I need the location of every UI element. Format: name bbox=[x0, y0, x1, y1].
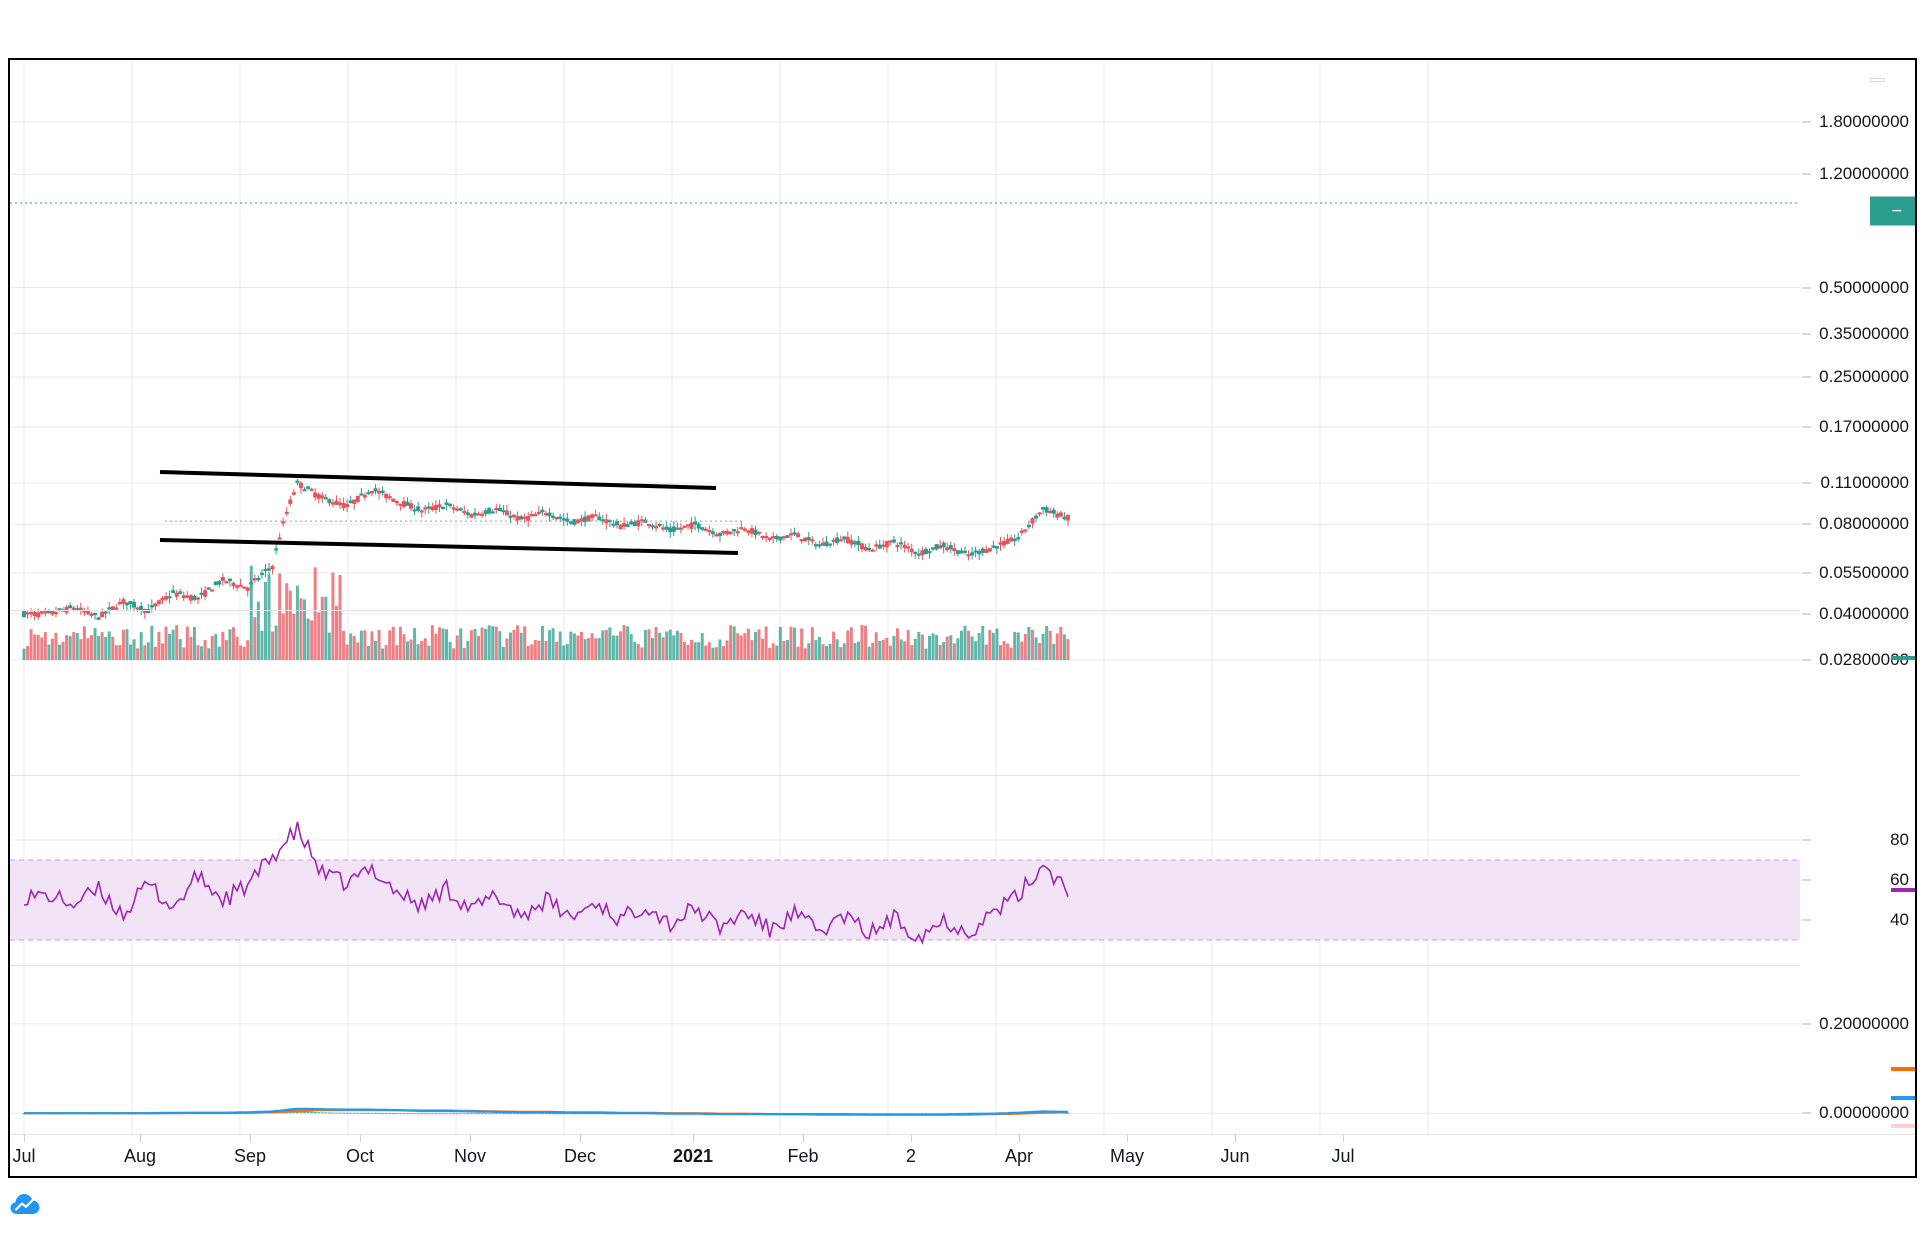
price-tick-label: 0.08000000 bbox=[1819, 514, 1909, 534]
panel-separator-rsi-macd bbox=[10, 775, 1800, 776]
price-tick-mark bbox=[1802, 523, 1811, 525]
time-tick-mark bbox=[1019, 1135, 1020, 1142]
time-tick-mark bbox=[1235, 1135, 1236, 1142]
time-tick-mark bbox=[140, 1135, 141, 1142]
time-tick-label: Jul bbox=[12, 1146, 36, 1166]
currency-badge bbox=[1869, 78, 1885, 82]
price-tick-mark bbox=[1802, 376, 1811, 378]
price-tick-mark bbox=[1802, 613, 1811, 615]
price-tick-mark bbox=[1802, 659, 1811, 661]
macd-line-badge bbox=[1891, 1095, 1915, 1100]
price-tick-label: 0.02800000 bbox=[1819, 650, 1909, 669]
rsi-tick-label: 60 bbox=[1890, 870, 1909, 889]
macd-tick-label: 0.00000000 bbox=[1819, 1103, 1909, 1123]
time-tick-label: Nov bbox=[453, 1146, 487, 1166]
price-tick-label: 0.25000000 bbox=[1819, 367, 1909, 387]
tradingview-cloud-logo-icon bbox=[10, 1194, 40, 1214]
price-tick-label: 0.11000000 bbox=[1820, 473, 1909, 493]
price-tick-label: 1.80000000 bbox=[1819, 112, 1909, 131]
price-tick-label: 0.35000000 bbox=[1819, 323, 1909, 343]
macd-histogram-badge bbox=[1891, 1123, 1915, 1128]
time-tick-label: Jun bbox=[1220, 1146, 1250, 1166]
rsi-tick-label: 80 bbox=[1890, 830, 1909, 849]
time-tick-label: 2 bbox=[905, 1146, 917, 1166]
time-tick-mark bbox=[693, 1135, 694, 1142]
time-tick-label: 2021 bbox=[672, 1146, 714, 1166]
time-tick-mark bbox=[360, 1135, 361, 1142]
macd-signal-badge bbox=[1891, 1067, 1915, 1072]
time-tick-mark bbox=[803, 1135, 804, 1142]
time-tick-mark bbox=[1343, 1135, 1344, 1142]
panel-separator-price-rsi bbox=[10, 610, 1800, 611]
time-scale[interactable]: Jul Aug Sep Oct Nov Dec 2021 Feb 2 Apr May Jun Jul bbox=[10, 1134, 1915, 1176]
rsi-tick-mark bbox=[1802, 839, 1811, 841]
time-tick-label: Aug bbox=[123, 1146, 157, 1166]
tradingview-footer bbox=[10, 1190, 49, 1216]
rsi-tick-mark bbox=[1802, 919, 1811, 921]
price-tick-label: 0.04000000 bbox=[1819, 603, 1909, 623]
time-tick-label: Apr bbox=[1004, 1146, 1034, 1166]
panel-separator-macd-bottom bbox=[10, 965, 1800, 966]
price-tick-mark bbox=[1802, 333, 1811, 335]
macd-tick-mark bbox=[1802, 1112, 1811, 1114]
time-tick-mark bbox=[580, 1135, 581, 1142]
time-tick-mark bbox=[470, 1135, 471, 1142]
time-tick-mark bbox=[250, 1135, 251, 1142]
price-tick-label: 0.50000000 bbox=[1819, 277, 1909, 297]
time-tick-label: May bbox=[1109, 1146, 1145, 1166]
price-tick-label: 1.20000000 bbox=[1819, 164, 1909, 184]
price-tick-mark bbox=[1802, 173, 1811, 175]
chart-plot-area[interactable] bbox=[10, 60, 1800, 1136]
price-tick-mark bbox=[1802, 482, 1811, 484]
publication-header bbox=[0, 0, 1925, 6]
price-scale[interactable]: 1.80000000 1.20000000 0.50000000 0.35000000… bbox=[1800, 60, 1915, 1136]
time-tick-label: Oct bbox=[345, 1146, 375, 1166]
time-tick-mark bbox=[911, 1135, 912, 1142]
rsi-value-badge bbox=[1891, 888, 1915, 893]
chart-frame[interactable]: 1.80000000 1.20000000 0.50000000 0.35000000… bbox=[8, 58, 1917, 1178]
price-tick-mark bbox=[1802, 121, 1811, 123]
price-tick-mark bbox=[1802, 287, 1811, 289]
macd-tick-mark bbox=[1802, 1023, 1811, 1025]
rsi-tick-mark bbox=[1802, 879, 1811, 881]
time-tick-label: Sep bbox=[233, 1146, 267, 1166]
last-price-badge: − bbox=[1870, 196, 1915, 226]
volume-value-badge bbox=[1891, 656, 1915, 660]
price-tick-mark bbox=[1802, 426, 1811, 428]
time-tick-mark bbox=[24, 1135, 25, 1142]
time-tick-mark bbox=[1127, 1135, 1128, 1142]
price-tick-label: 0.05500000 bbox=[1819, 562, 1909, 582]
macd-tick-label: 0.20000000 bbox=[1819, 1013, 1909, 1033]
time-tick-label: Jul bbox=[1331, 1146, 1355, 1166]
time-tick-label: Feb bbox=[787, 1146, 819, 1166]
chart-canvas bbox=[10, 60, 1800, 1136]
price-tick-label: 0.17000000 bbox=[1819, 416, 1909, 436]
price-tick-mark bbox=[1802, 572, 1811, 574]
time-tick-label: Dec bbox=[563, 1146, 597, 1166]
rsi-tick-label: 40 bbox=[1890, 910, 1909, 929]
